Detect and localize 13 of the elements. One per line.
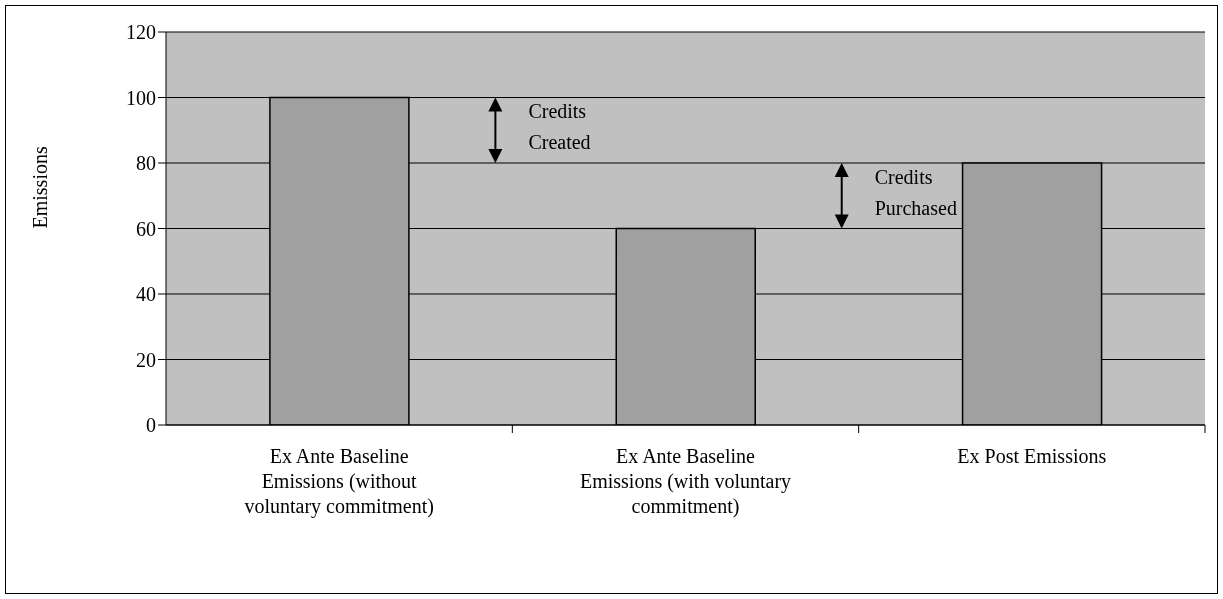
x-tick-label: Ex Post Emissions [957,445,1107,467]
y-tick-label: 80 [136,152,156,175]
y-tick-label: 0 [146,414,156,437]
annotation: Credits Created [528,100,591,154]
y-tick-label: 120 [126,21,156,44]
y-tick-label: 20 [136,348,156,371]
x-tick-label: Ex Ante Baseline Emissions (without voluntary commitment) [244,445,434,518]
y-axis-title: Emissions [29,146,52,229]
y-tick-label: 100 [126,86,156,109]
x-tick-label: Ex Ante Baseline Emissions (with voluntary commitment) [579,445,792,518]
annotation: Credits Purchased [874,165,957,219]
y-tick-label: 60 [136,217,156,240]
y-tick-label: 40 [136,283,156,306]
